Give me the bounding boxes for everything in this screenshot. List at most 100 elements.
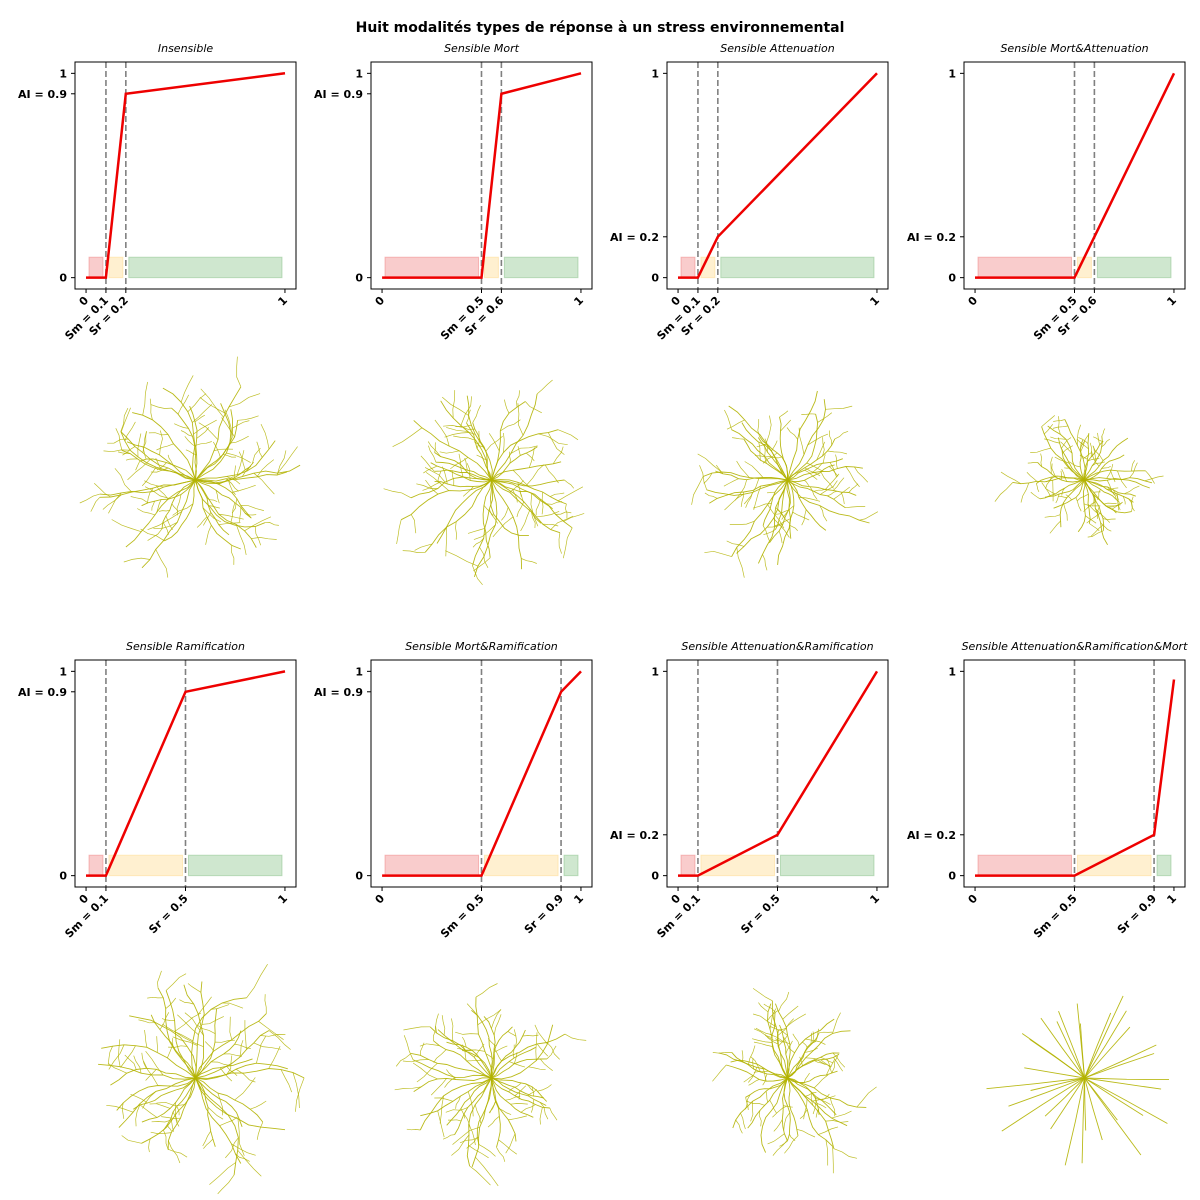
root-branch xyxy=(744,461,764,478)
root-axis xyxy=(118,1077,196,1128)
root-branch xyxy=(239,507,242,523)
root-axis xyxy=(491,1029,526,1079)
root-axis xyxy=(139,458,196,481)
root-branch xyxy=(451,1134,470,1156)
root-branch xyxy=(179,999,194,1005)
root-branch xyxy=(137,433,142,457)
root-branch xyxy=(785,1013,806,1028)
root-branch xyxy=(1086,512,1102,524)
root-axis xyxy=(424,479,492,553)
root-branch xyxy=(213,448,234,451)
root-axis xyxy=(730,1060,788,1079)
root-branch xyxy=(106,1104,134,1113)
root-branch xyxy=(264,994,267,1014)
root-system-icon xyxy=(383,379,585,586)
root-axis xyxy=(1084,479,1134,503)
root-branch xyxy=(1049,520,1061,534)
root-branch xyxy=(1055,493,1060,504)
root-branch xyxy=(1101,428,1106,437)
root-branch xyxy=(234,1077,256,1101)
y-tick-label: AI = 0.2 xyxy=(907,231,956,244)
root-branch xyxy=(819,505,828,522)
root-branch xyxy=(528,1066,546,1071)
root-branch xyxy=(176,1106,180,1116)
root-axis xyxy=(141,479,196,569)
root-branch xyxy=(803,1099,808,1120)
root-branch xyxy=(172,1111,180,1127)
root-branch xyxy=(194,441,212,446)
root-axis xyxy=(482,479,492,558)
root-branch xyxy=(564,479,575,489)
root-axis xyxy=(787,466,863,481)
root-branch xyxy=(244,516,272,532)
root-branch xyxy=(1131,496,1134,512)
root-branch xyxy=(712,1051,732,1054)
root-branch xyxy=(505,1133,516,1154)
root-branch xyxy=(817,412,833,423)
root-branch xyxy=(147,487,154,504)
root-branch xyxy=(435,1013,439,1034)
root-branch xyxy=(763,1003,776,1013)
root-axis xyxy=(1084,1010,1127,1079)
root-branch xyxy=(827,450,847,455)
root-branch xyxy=(406,1128,421,1131)
root-branch xyxy=(1103,502,1117,505)
root-branch xyxy=(825,1058,836,1076)
root-branch xyxy=(1051,463,1057,478)
root-axis xyxy=(1084,479,1105,531)
root-branch xyxy=(845,466,860,488)
root-branch xyxy=(487,1116,500,1128)
root-branch xyxy=(226,452,251,463)
root-branch xyxy=(767,1133,785,1145)
root-branch xyxy=(522,1034,539,1037)
root-branch xyxy=(1060,470,1062,480)
root-axis xyxy=(195,479,252,518)
x-tick-label: Sm = 0.5 xyxy=(1031,892,1080,941)
panel-title: Sensible Attenuation xyxy=(720,42,835,55)
panel-title: Sensible Mort xyxy=(444,42,520,55)
root-axis xyxy=(195,1077,243,1127)
zone-mort-band xyxy=(88,256,104,279)
y-tick-label: AI = 0.2 xyxy=(907,829,956,842)
root-branch xyxy=(410,514,417,534)
root-branch xyxy=(755,1027,773,1036)
root-branch xyxy=(758,1002,769,1013)
root-axis xyxy=(466,422,492,481)
x-tick-label: Sr = 0.9 xyxy=(522,892,566,936)
root-branch xyxy=(228,393,261,408)
root-axis xyxy=(787,1032,820,1079)
root-branch xyxy=(268,1030,291,1050)
root-branch xyxy=(120,407,129,432)
root-axis xyxy=(787,399,826,481)
root-branch xyxy=(392,427,423,448)
root-branch xyxy=(177,1014,199,1035)
response-curve xyxy=(382,72,582,279)
root-branch xyxy=(167,1124,172,1132)
root-branch xyxy=(218,513,244,520)
root-branch xyxy=(831,1055,839,1074)
root-branch xyxy=(825,1120,849,1123)
root-axis xyxy=(171,407,197,481)
root-branch xyxy=(810,1093,814,1106)
root-branch xyxy=(530,493,539,527)
root-branch xyxy=(821,1093,830,1101)
root-branch xyxy=(1052,425,1069,429)
root-branch xyxy=(461,1036,467,1048)
root-axis xyxy=(491,1058,548,1079)
root-branch xyxy=(148,1138,151,1153)
root-axis xyxy=(731,1052,788,1079)
root-axis xyxy=(787,1077,799,1136)
root-branch xyxy=(79,493,101,504)
root-branch xyxy=(168,1148,188,1158)
root-branch xyxy=(763,444,767,464)
root-branch xyxy=(1041,482,1051,496)
root-branch xyxy=(1144,475,1164,482)
root-branch xyxy=(1110,469,1116,483)
root-branch xyxy=(557,486,584,502)
root-axis xyxy=(491,461,562,481)
root-branch xyxy=(156,1036,158,1053)
root-branch xyxy=(815,1097,831,1105)
root-branch xyxy=(396,519,402,544)
root-axis xyxy=(731,479,788,557)
